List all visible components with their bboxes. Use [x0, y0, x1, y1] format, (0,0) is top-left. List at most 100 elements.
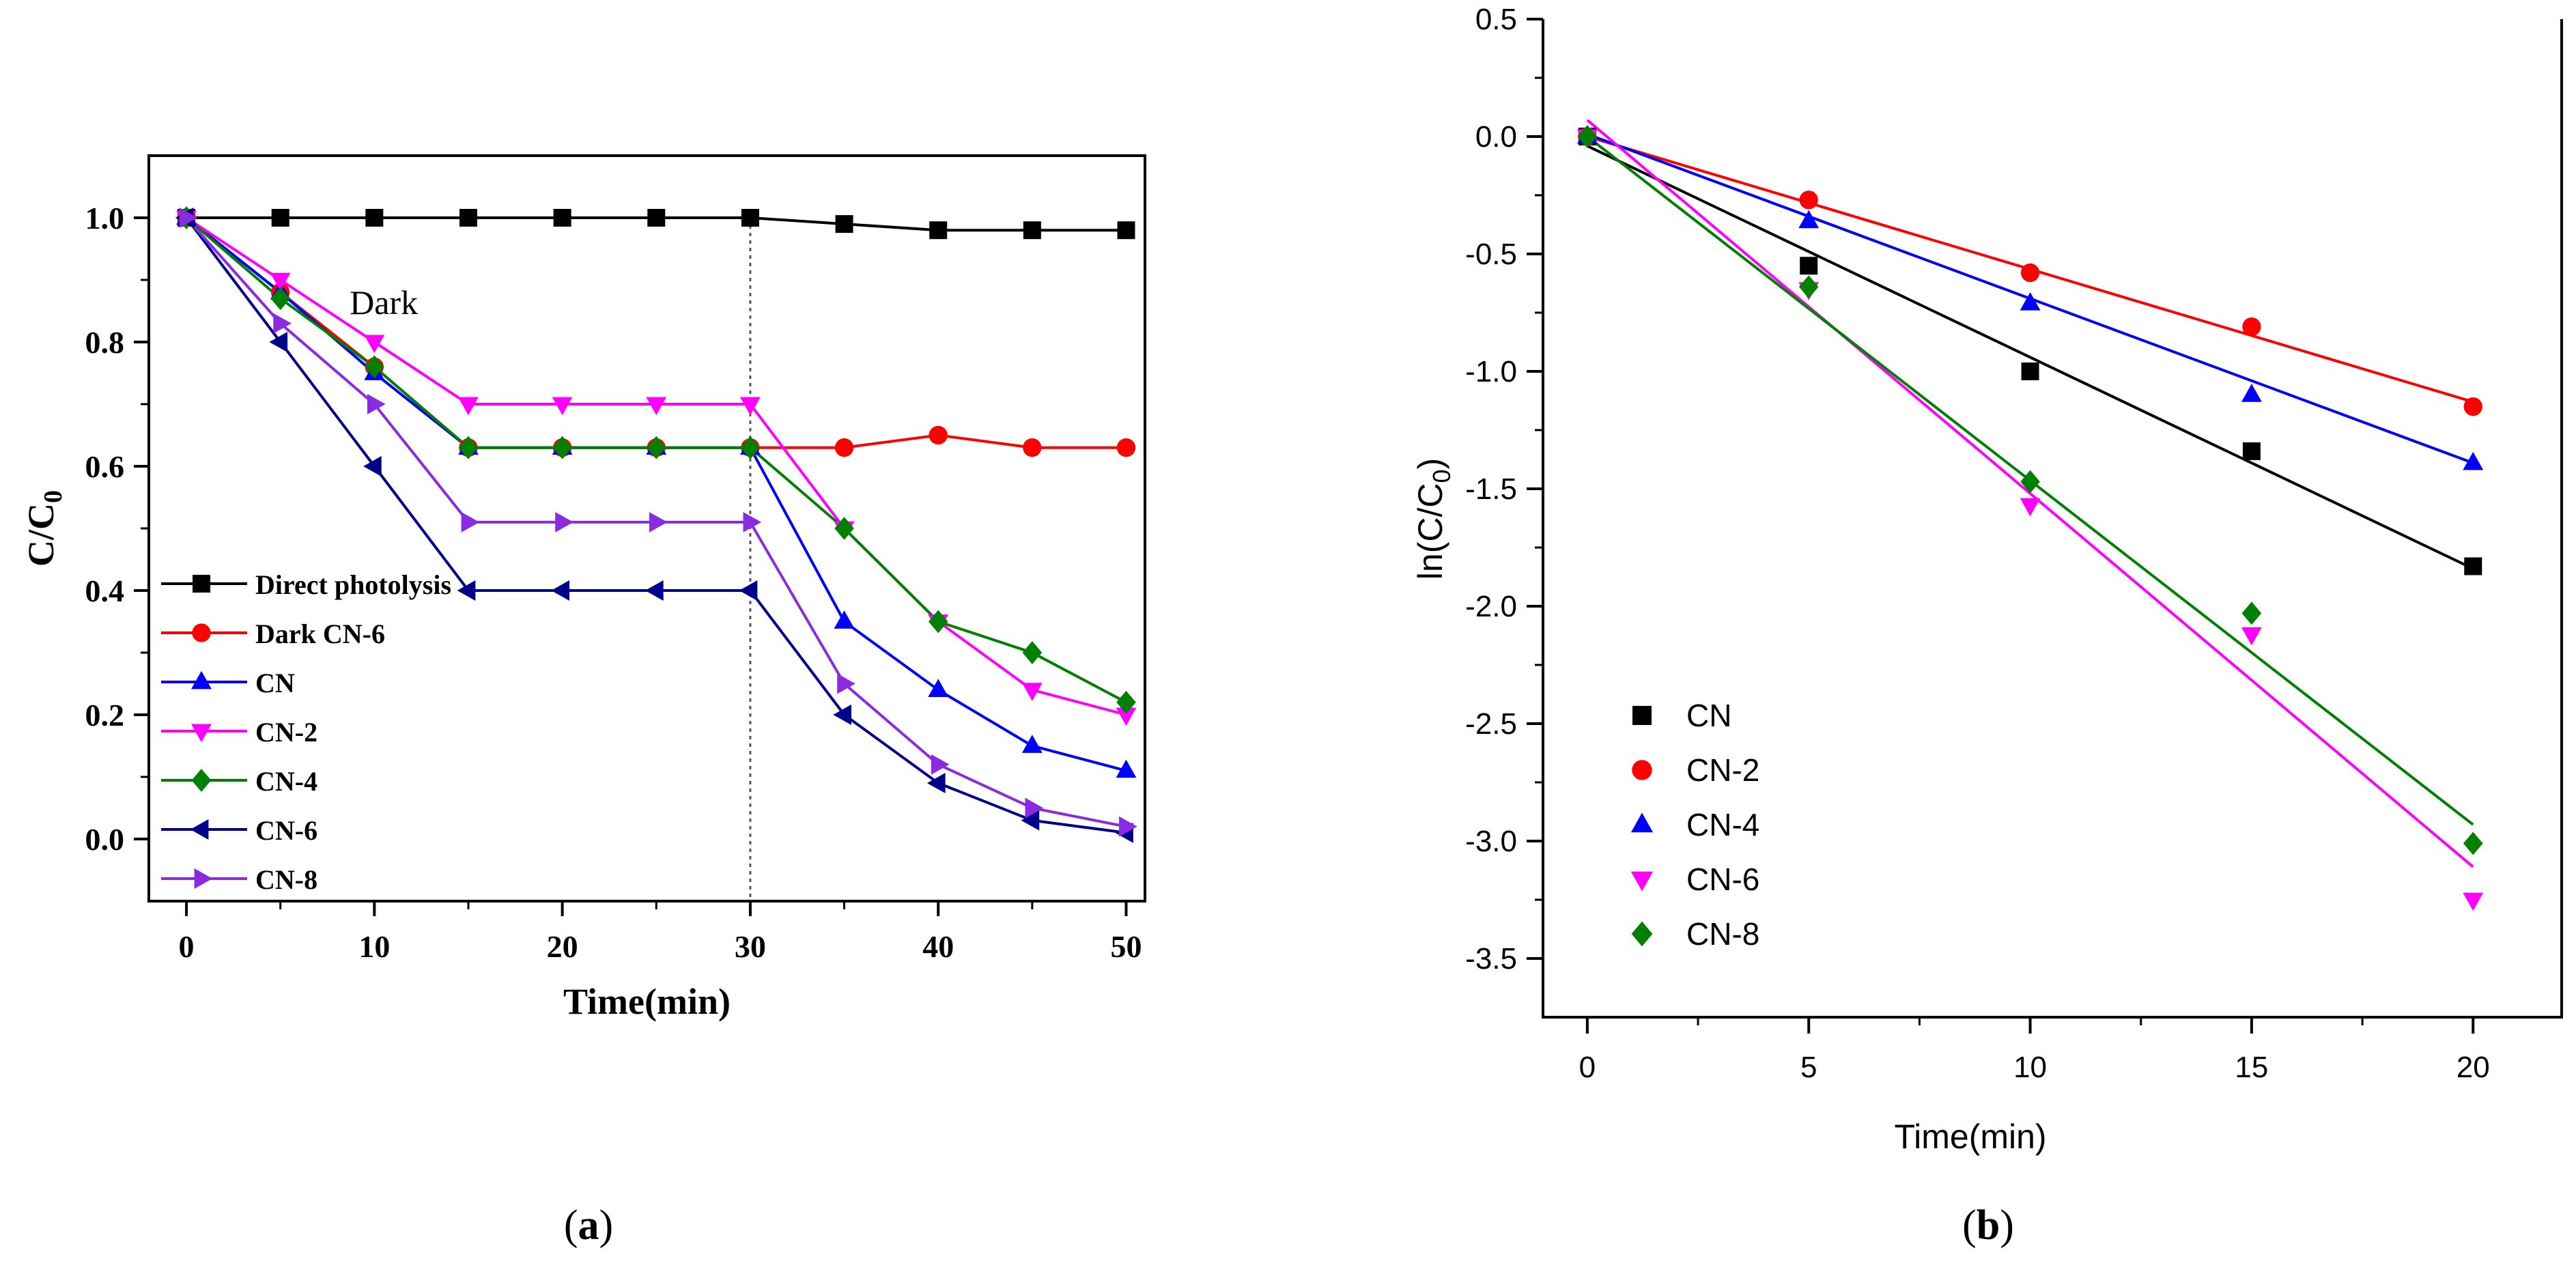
- chart-a-point-dark-cn-6: [1116, 438, 1136, 457]
- chart-a-point-cn-4: [740, 436, 761, 459]
- chart-a-legend-marker-cn-6: [190, 819, 209, 840]
- chart-a-point-direct-photolysis: [1023, 221, 1041, 240]
- chart-b-legend: CN CN-2 CN-4 CN-6 CN-8: [1630, 698, 1759, 952]
- chart-a-point-direct-photolysis: [553, 209, 571, 227]
- chart-a-y-tick-label: 0.0: [85, 822, 125, 857]
- chart-a-point-cn-8: [1025, 797, 1044, 819]
- chart-a-x-tick-label: 50: [1110, 929, 1142, 964]
- chart-a-point-dark-cn-6: [1023, 438, 1042, 457]
- chart-a-point-cn-4: [1022, 641, 1043, 664]
- chart-b-fit-line-cn-6: [1586, 119, 2474, 868]
- chart-b-point-cn-8: [2241, 601, 2262, 625]
- chart-b-point-cn-4: [2020, 292, 2041, 311]
- chart-a-point-cn-4: [646, 436, 666, 459]
- chart-a-legend-marker-cn-2: [191, 724, 212, 743]
- chart-b-legend-label-cn-4: CN-4: [1686, 807, 1759, 842]
- chart-b-legend-label-cn: CN: [1686, 698, 1731, 733]
- chart-a-point-direct-photolysis: [365, 209, 384, 227]
- chart-a-legend-marker-cn: [191, 670, 212, 690]
- chart-b-point-cn: [1800, 257, 1818, 275]
- chart-a-point-cn: [1021, 735, 1043, 753]
- chart-a: 0 10 20 30 40 50 0.0 0.2 0.4 0.6 0.8 1.0 Dark Time(…: [20, 154, 1146, 1249]
- chart-b-y-tick-label: -1.0: [1465, 355, 1517, 388]
- chart-a-x-tick-label: 30: [735, 929, 766, 964]
- chart-a-x-tick-label: 20: [547, 929, 578, 964]
- chart-a-point-cn-2: [458, 397, 479, 416]
- chart-b-point-cn-8: [2020, 470, 2040, 494]
- chart-a-point-direct-photolysis: [741, 209, 759, 227]
- chart-b-point-cn-2: [2242, 317, 2261, 337]
- chart-a-point-cn-8: [1119, 816, 1137, 837]
- chart-a-point-cn-4: [552, 436, 572, 459]
- chart-b-x-tick-label: 5: [1800, 1051, 1817, 1084]
- chart-a-point-cn-6: [833, 705, 851, 725]
- chart-b-legend-marker-cn-2: [1632, 760, 1652, 780]
- chart-a-point-direct-photolysis: [835, 215, 853, 233]
- chart-a-x-tick-label: 40: [922, 929, 954, 964]
- chart-a-x-axis-label: Time(min): [563, 981, 731, 1022]
- chart-b-legend-label-cn-2: CN-2: [1686, 752, 1759, 788]
- chart-a-y-tick-label: 1.0: [85, 201, 125, 236]
- chart-a-legend-label-cn-4: CN-4: [255, 766, 317, 797]
- chart-b-legend-marker-cn: [1632, 706, 1652, 725]
- chart-b-y-axis-label: ln(C/C0): [1411, 458, 1456, 580]
- chart-a-point-cn-8: [743, 511, 762, 532]
- chart-a-point-cn-6: [645, 580, 664, 601]
- chart-b-point-cn-6: [2241, 627, 2262, 646]
- chart-b-point-cn-6: [2020, 498, 2041, 517]
- chart-b-point-cn-8: [1798, 275, 1819, 299]
- chart-a-legend-label-cn-8: CN-8: [255, 864, 317, 895]
- chart-a-y-tick-label: 0.6: [85, 449, 125, 484]
- chart-a-x-tick-label: 0: [179, 929, 195, 964]
- chart-a-point-cn-8: [367, 394, 386, 414]
- chart-a-y-tick-label: 0.2: [85, 698, 125, 733]
- chart-b-y-tick-label: -3.0: [1465, 825, 1517, 858]
- chart-b-y-tick-label: -2.0: [1465, 590, 1517, 623]
- chart-b-x-axis-label: Time(min): [1894, 1118, 2046, 1156]
- chart-a-point-cn-6: [926, 773, 946, 794]
- chart-b-x-tick-label: 15: [2235, 1051, 2268, 1084]
- chart-b-y-tick-label: -1.5: [1465, 472, 1517, 506]
- chart-a-y-tick-label: 0.4: [85, 573, 125, 608]
- chart-b-point-cn-2: [2463, 397, 2482, 416]
- chart-a-point-cn-8: [649, 511, 668, 532]
- chart-a-point-cn-8: [461, 511, 480, 532]
- chart-a-point-cn-6: [269, 332, 288, 352]
- chart-a-y-tick-label: 0.8: [85, 325, 125, 360]
- chart-a-legend-marker-dark-cn-6: [192, 623, 211, 642]
- chart-a-point-cn-6: [363, 456, 382, 477]
- chart-a-point-direct-photolysis: [459, 209, 477, 227]
- chart-a-point-cn-8: [837, 673, 855, 694]
- chart-a-point-cn-4: [270, 287, 290, 311]
- chart-a-point-dark-cn-6: [929, 425, 948, 445]
- chart-a-point-cn-4: [928, 610, 948, 634]
- chart-a-point-cn-4: [834, 517, 854, 540]
- chart-b-y-tick-label: -3.5: [1465, 942, 1517, 976]
- chart-a-legend-label-dark-cn-6: Dark CN-6: [255, 619, 385, 649]
- chart-a-point-cn-2: [270, 272, 291, 292]
- chart-a-point-cn-4: [458, 436, 479, 459]
- chart-a-point-direct-photolysis: [271, 209, 289, 227]
- chart-a-point-cn-8: [179, 208, 198, 228]
- chart-b-legend-marker-cn-4: [1630, 812, 1654, 833]
- chart-b-point-cn-2: [1799, 190, 1818, 210]
- chart-a-point-direct-photolysis: [929, 221, 948, 240]
- chart-a-legend-marker-cn-8: [194, 868, 213, 889]
- chart-a-point-cn: [928, 679, 949, 697]
- chart-a-y-axis-label: C/C0: [20, 490, 68, 567]
- chart-b-legend-label-cn-8: CN-8: [1686, 916, 1759, 952]
- chart-a-point-direct-photolysis: [1117, 221, 1135, 240]
- chart-b-point-cn-4: [2241, 384, 2262, 402]
- chart-b-legend-label-cn-6: CN-6: [1686, 862, 1759, 897]
- chart-b-point-cn-2: [2020, 263, 2040, 283]
- chart-b-panel-label: (b): [1962, 1202, 2014, 1249]
- chart-a-legend-label-direct-photolysis: Direct photolysis: [255, 569, 451, 600]
- chart-a-legend-label-cn-2: CN-2: [255, 717, 317, 748]
- chart-b-y-tick-label: -0.5: [1465, 238, 1517, 271]
- chart-a-point-dark-cn-6: [834, 438, 854, 457]
- chart-a-point-cn-8: [931, 754, 950, 775]
- chart-a-point-cn-8: [273, 313, 292, 334]
- chart-a-point-cn-2: [739, 397, 761, 416]
- chart-a-point-cn-6: [739, 580, 758, 601]
